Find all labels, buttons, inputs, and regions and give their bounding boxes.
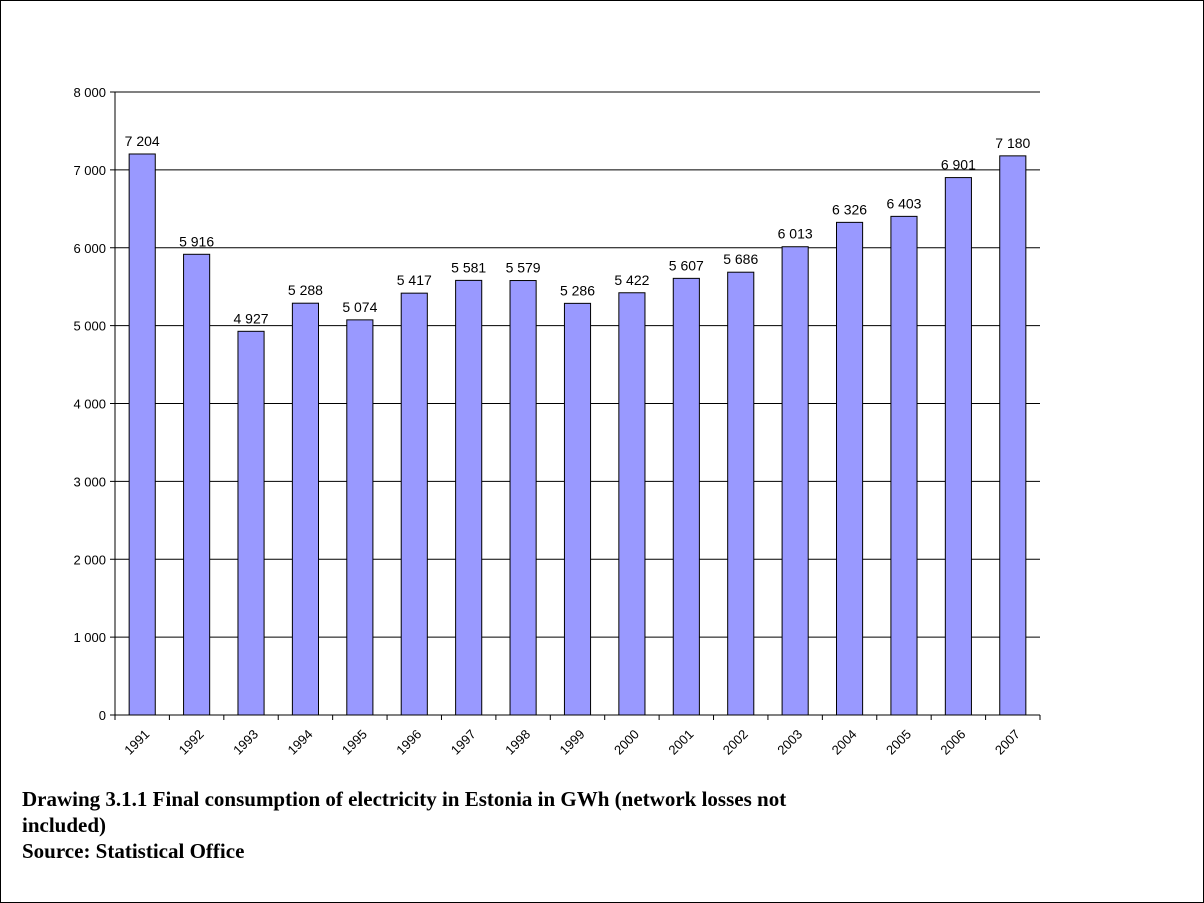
bar [455,279,483,716]
gridlines [115,91,1040,638]
bar [999,155,1027,716]
data-label: 7 204 [125,133,160,149]
bar [890,215,918,716]
y-tick-label: 7 000 [73,163,106,178]
data-label: 5 417 [397,272,432,288]
bar [128,153,156,716]
data-labels: 7 204 5 916 4 927 5 288 5 074 5 417 5 581 5 579… [125,133,1031,326]
bar [672,277,700,716]
bar [183,253,211,716]
bar [727,271,755,716]
bar [944,177,972,716]
x-tick-label: 2007 [992,727,1023,758]
y-tick-label: 8 000 [73,85,106,100]
data-label: 6 013 [778,226,813,242]
bar [563,302,592,716]
data-label: 5 288 [288,282,323,298]
x-tick-label: 2003 [774,727,805,758]
x-tick-label: 2000 [611,727,642,758]
data-label: 6 403 [886,195,921,211]
data-label: 5 607 [669,257,704,273]
y-tick-label: 3 000 [73,474,106,489]
bars [128,153,1027,716]
data-label: 4 927 [234,310,269,326]
bar [346,319,374,716]
bar [400,292,428,716]
x-axis-ticks: 1991 1992 1993 1994 1995 1996 1997 1998 1999 2000… [114,715,1041,758]
data-label: 6 901 [941,157,976,173]
data-label: 5 579 [506,260,541,276]
y-tick-label: 1 000 [73,630,106,645]
data-label: 6 326 [832,201,867,217]
bar [836,221,864,716]
x-tick-label: 2002 [720,727,751,758]
x-tick-label: 2001 [665,727,696,758]
caption-source: Source: Statistical Office [22,839,245,863]
x-tick-label: 1992 [176,727,207,758]
data-label: 5 074 [342,299,377,315]
bar [237,330,265,716]
data-label: 7 180 [995,135,1030,151]
x-tick-label: 1994 [285,727,316,758]
bar-chart: 0 1 000 2 000 3 000 4 000 5 000 6 000 7 000 8 00… [73,85,1041,758]
data-label: 5 916 [179,233,214,249]
x-tick-label: 1996 [393,727,424,758]
bar [618,292,646,716]
x-tick-label: 1995 [339,727,370,758]
y-axis-ticks: 0 1 000 2 000 3 000 4 000 5 000 6 000 7 000 8 00… [73,85,115,723]
y-tick-label: 6 000 [73,241,106,256]
data-label: 5 686 [723,251,758,267]
y-tick-label: 0 [99,708,106,723]
x-tick-label: 2004 [829,727,860,758]
x-tick-label: 2006 [937,727,968,758]
caption-title-line2: included) [22,813,107,837]
data-label: 5 581 [451,259,486,275]
y-tick-label: 2 000 [73,552,106,567]
x-tick-label: 2005 [883,727,914,758]
caption-title-line1: Drawing 3.1.1 Final consumption of elect… [22,787,787,811]
x-tick-label: 1991 [121,727,152,758]
figure-caption: Drawing 3.1.1 Final consumption of elect… [22,786,1182,864]
bar [509,280,537,716]
axes [114,92,1040,716]
bar [291,302,320,716]
x-tick-label: 1998 [502,727,533,758]
bar [781,246,809,716]
y-tick-label: 5 000 [73,319,106,334]
x-tick-label: 1993 [230,727,261,758]
x-tick-label: 1997 [448,727,479,758]
data-label: 5 286 [560,282,595,298]
data-label: 5 422 [614,272,649,288]
y-tick-label: 4 000 [73,397,106,412]
x-tick-label: 1999 [557,727,588,758]
